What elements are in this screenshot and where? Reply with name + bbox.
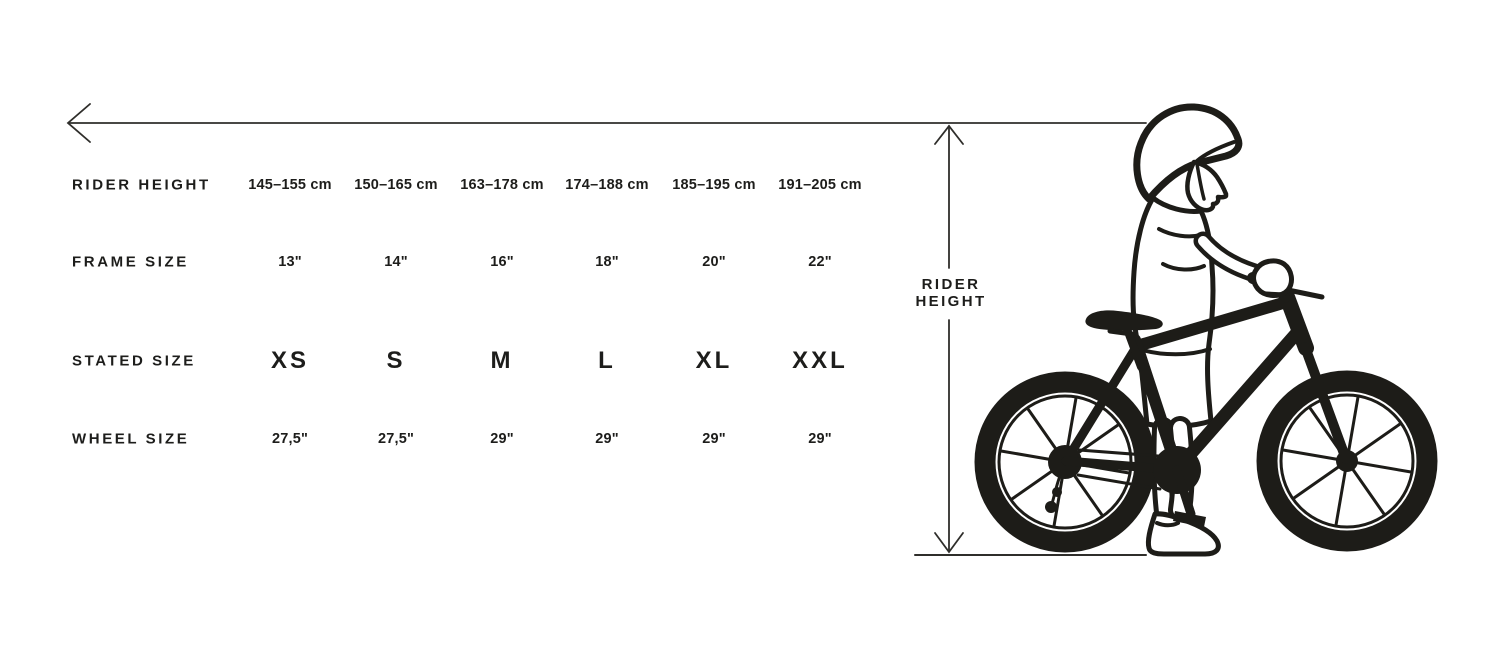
rider-height-value-xl: 185–195 cm — [672, 177, 756, 193]
frame-size-value-l: 18" — [595, 254, 619, 270]
saddle — [1085, 310, 1163, 331]
rider-height-value-xs: 145–155 cm — [248, 177, 332, 193]
rider-hand — [1251, 258, 1294, 298]
frame-size-value-m: 16" — [490, 254, 514, 270]
rider-height-measure-label-line1: RIDER — [921, 276, 981, 293]
row-label-rider-height: RIDER HEIGHT — [72, 176, 211, 194]
stated-size-value-l: L — [598, 347, 616, 374]
stated-size-value-xxl: XXL — [792, 347, 848, 374]
rider-height-value-m: 163–178 cm — [460, 177, 544, 193]
stated-size-value-xs: XS — [270, 347, 309, 374]
measurement-arrows — [66, 103, 1147, 556]
stated-size-value-s: S — [386, 347, 406, 374]
wheel-size-value-m: 29" — [490, 431, 514, 447]
row-label-stated-size: STATED SIZE — [72, 352, 196, 370]
rider-height-value-l: 174–188 cm — [565, 177, 649, 193]
stated-size-value-xl: XL — [695, 347, 733, 374]
rider-height-value-xxl: 191–205 cm — [778, 177, 862, 193]
wheel-size-value-s: 27,5" — [377, 431, 415, 447]
frame-size-value-s: 14" — [384, 254, 408, 270]
frame-size-value-xs: 13" — [278, 254, 302, 270]
row-label-wheel-size: WHEEL SIZE — [72, 430, 190, 448]
rider-height-measure-label-line2: HEIGHT — [915, 292, 987, 310]
frame-size-value-xxl: 22" — [808, 254, 832, 270]
wheel-size-value-xxl: 29" — [808, 431, 832, 447]
pedal — [1173, 511, 1206, 527]
row-label-frame-size: FRAME SIZE — [72, 253, 189, 271]
wheel-size-value-xl: 29" — [702, 431, 726, 447]
rider-height-value-s: 150–165 cm — [354, 177, 438, 193]
wheel-size-value-l: 29" — [595, 431, 619, 447]
stated-size-value-m: M — [490, 347, 514, 374]
bicycle-figure — [974, 272, 1438, 553]
rider-height-measure-label: RIDER HEIGHT — [889, 276, 1013, 310]
wheel-size-value-xs: 27,5" — [271, 431, 309, 447]
frame-size-value-xl: 20" — [702, 254, 726, 270]
